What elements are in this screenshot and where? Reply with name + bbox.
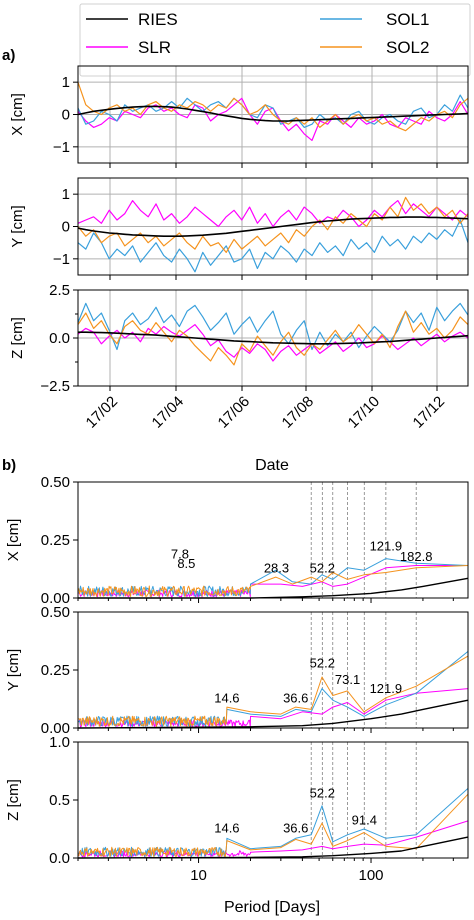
panel-a-xlabel: Date bbox=[255, 457, 289, 474]
panel-b-xlabel: Period [Days] bbox=[224, 899, 320, 916]
panel-b-x-subplot: 0.00 0.25 0.50 X [cm] 7.88.5 28.3 52.2 121.9182… bbox=[5, 474, 469, 607]
y-axis-label: Y [cm] bbox=[9, 205, 26, 247]
y-tick-label: −2.5 bbox=[40, 378, 70, 395]
panel-b-y-subplot: 0.00 0.25 0.50 Y [cm] 14.6 36.6 52.273.1 121.9 bbox=[5, 604, 469, 737]
legend-label-sol2: SOL2 bbox=[386, 38, 429, 57]
panel-a-x-subplot: 1 0 −1 X [cm] bbox=[9, 65, 469, 168]
peak-annotation: 121.9 bbox=[370, 681, 403, 696]
panel-label-b: b) bbox=[2, 457, 16, 474]
legend-box bbox=[79, 3, 471, 77]
series-line-sol2 bbox=[77, 310, 469, 366]
panel-a-z-subplot: 2.5 0.0 −2.5 Z [cm] bbox=[9, 282, 469, 395]
peak-annotation: 14.6 bbox=[214, 820, 239, 835]
y-tick-label: 0.50 bbox=[41, 474, 70, 491]
y-axis-label: Z [cm] bbox=[9, 317, 26, 359]
legend-label-slr: SLR bbox=[138, 38, 171, 57]
peak-annotation: 52.2 bbox=[310, 656, 335, 671]
series-line-ries bbox=[77, 105, 469, 122]
peak-annotation: 8.5 bbox=[177, 556, 195, 571]
spectrum-line-sol2 bbox=[78, 793, 469, 858]
peak-annotation: 7.8 bbox=[171, 547, 189, 562]
x-tick-label: 100 bbox=[359, 867, 384, 884]
series-line-slr bbox=[77, 324, 469, 362]
y-tick-label: 0.25 bbox=[41, 662, 70, 679]
spectrum-line-sol2 bbox=[78, 655, 469, 727]
y-tick-label: 0.0 bbox=[49, 330, 70, 347]
y-tick-label: 2.5 bbox=[49, 282, 70, 299]
y-tick-label: 0 bbox=[62, 107, 70, 124]
peak-annotation: 14.6 bbox=[214, 690, 239, 705]
series-line-ries bbox=[77, 216, 469, 237]
y-axis-label: Z [cm] bbox=[5, 779, 22, 821]
y-axis-label: X [cm] bbox=[9, 93, 26, 136]
y-tick-label: 0.25 bbox=[41, 532, 70, 549]
peak-annotation: 28.3 bbox=[264, 560, 289, 575]
peak-annotation: 121.9 bbox=[370, 538, 403, 553]
panel-label-a: a) bbox=[2, 47, 15, 64]
y-tick-label: 0.0 bbox=[49, 850, 70, 867]
panel-a-y-subplot: 1 0 −1 Y [cm] bbox=[9, 177, 469, 280]
legend: RIES SLR SOL1 SOL2 bbox=[79, 3, 471, 77]
peak-annotation: 91.4 bbox=[352, 812, 377, 827]
series-line-sol2 bbox=[77, 82, 469, 132]
legend-label-ries: RIES bbox=[138, 10, 178, 29]
spectrum-line-ries bbox=[77, 699, 469, 729]
peak-annotation: 73.1 bbox=[335, 672, 360, 687]
y-tick-label: 0.50 bbox=[41, 604, 70, 621]
y-tick-label: 0.5 bbox=[49, 792, 70, 809]
series-line-ries bbox=[78, 331, 469, 345]
y-tick-label: 1 bbox=[62, 74, 70, 91]
y-tick-label: 1.0 bbox=[49, 734, 70, 751]
series-line-sol2 bbox=[77, 196, 469, 253]
y-axis-label: X [cm] bbox=[5, 519, 22, 562]
y-axis-label: Y [cm] bbox=[5, 649, 22, 691]
peak-annotation: 182.8 bbox=[400, 549, 433, 564]
y-tick-label: 1 bbox=[62, 186, 70, 203]
panel-b-period-axis: 10 100 bbox=[190, 867, 383, 884]
peak-annotation: 36.6 bbox=[283, 820, 308, 835]
y-tick-label: 0.00 bbox=[41, 720, 70, 737]
spectrum-line-ries bbox=[77, 836, 469, 859]
panel-b-z-subplot: 0.0 0.5 1.0 Z [cm] 14.6 36.6 52.2 91.4 bbox=[5, 734, 469, 867]
series-line-sol1 bbox=[77, 219, 469, 273]
y-tick-label: 0 bbox=[62, 219, 70, 236]
y-tick-label: 0.00 bbox=[41, 590, 70, 607]
peak-annotation: 52.2 bbox=[310, 786, 335, 801]
series-line-slr bbox=[77, 200, 469, 228]
legend-label-sol1: SOL1 bbox=[386, 10, 429, 29]
peak-annotation: 36.6 bbox=[283, 690, 308, 705]
x-tick-label: 10 bbox=[190, 867, 207, 884]
y-tick-label: −1 bbox=[53, 251, 70, 268]
spectrum-line-sol2 bbox=[78, 565, 469, 597]
y-tick-label: −1 bbox=[53, 139, 70, 156]
peak-annotation: 52.2 bbox=[310, 560, 335, 575]
